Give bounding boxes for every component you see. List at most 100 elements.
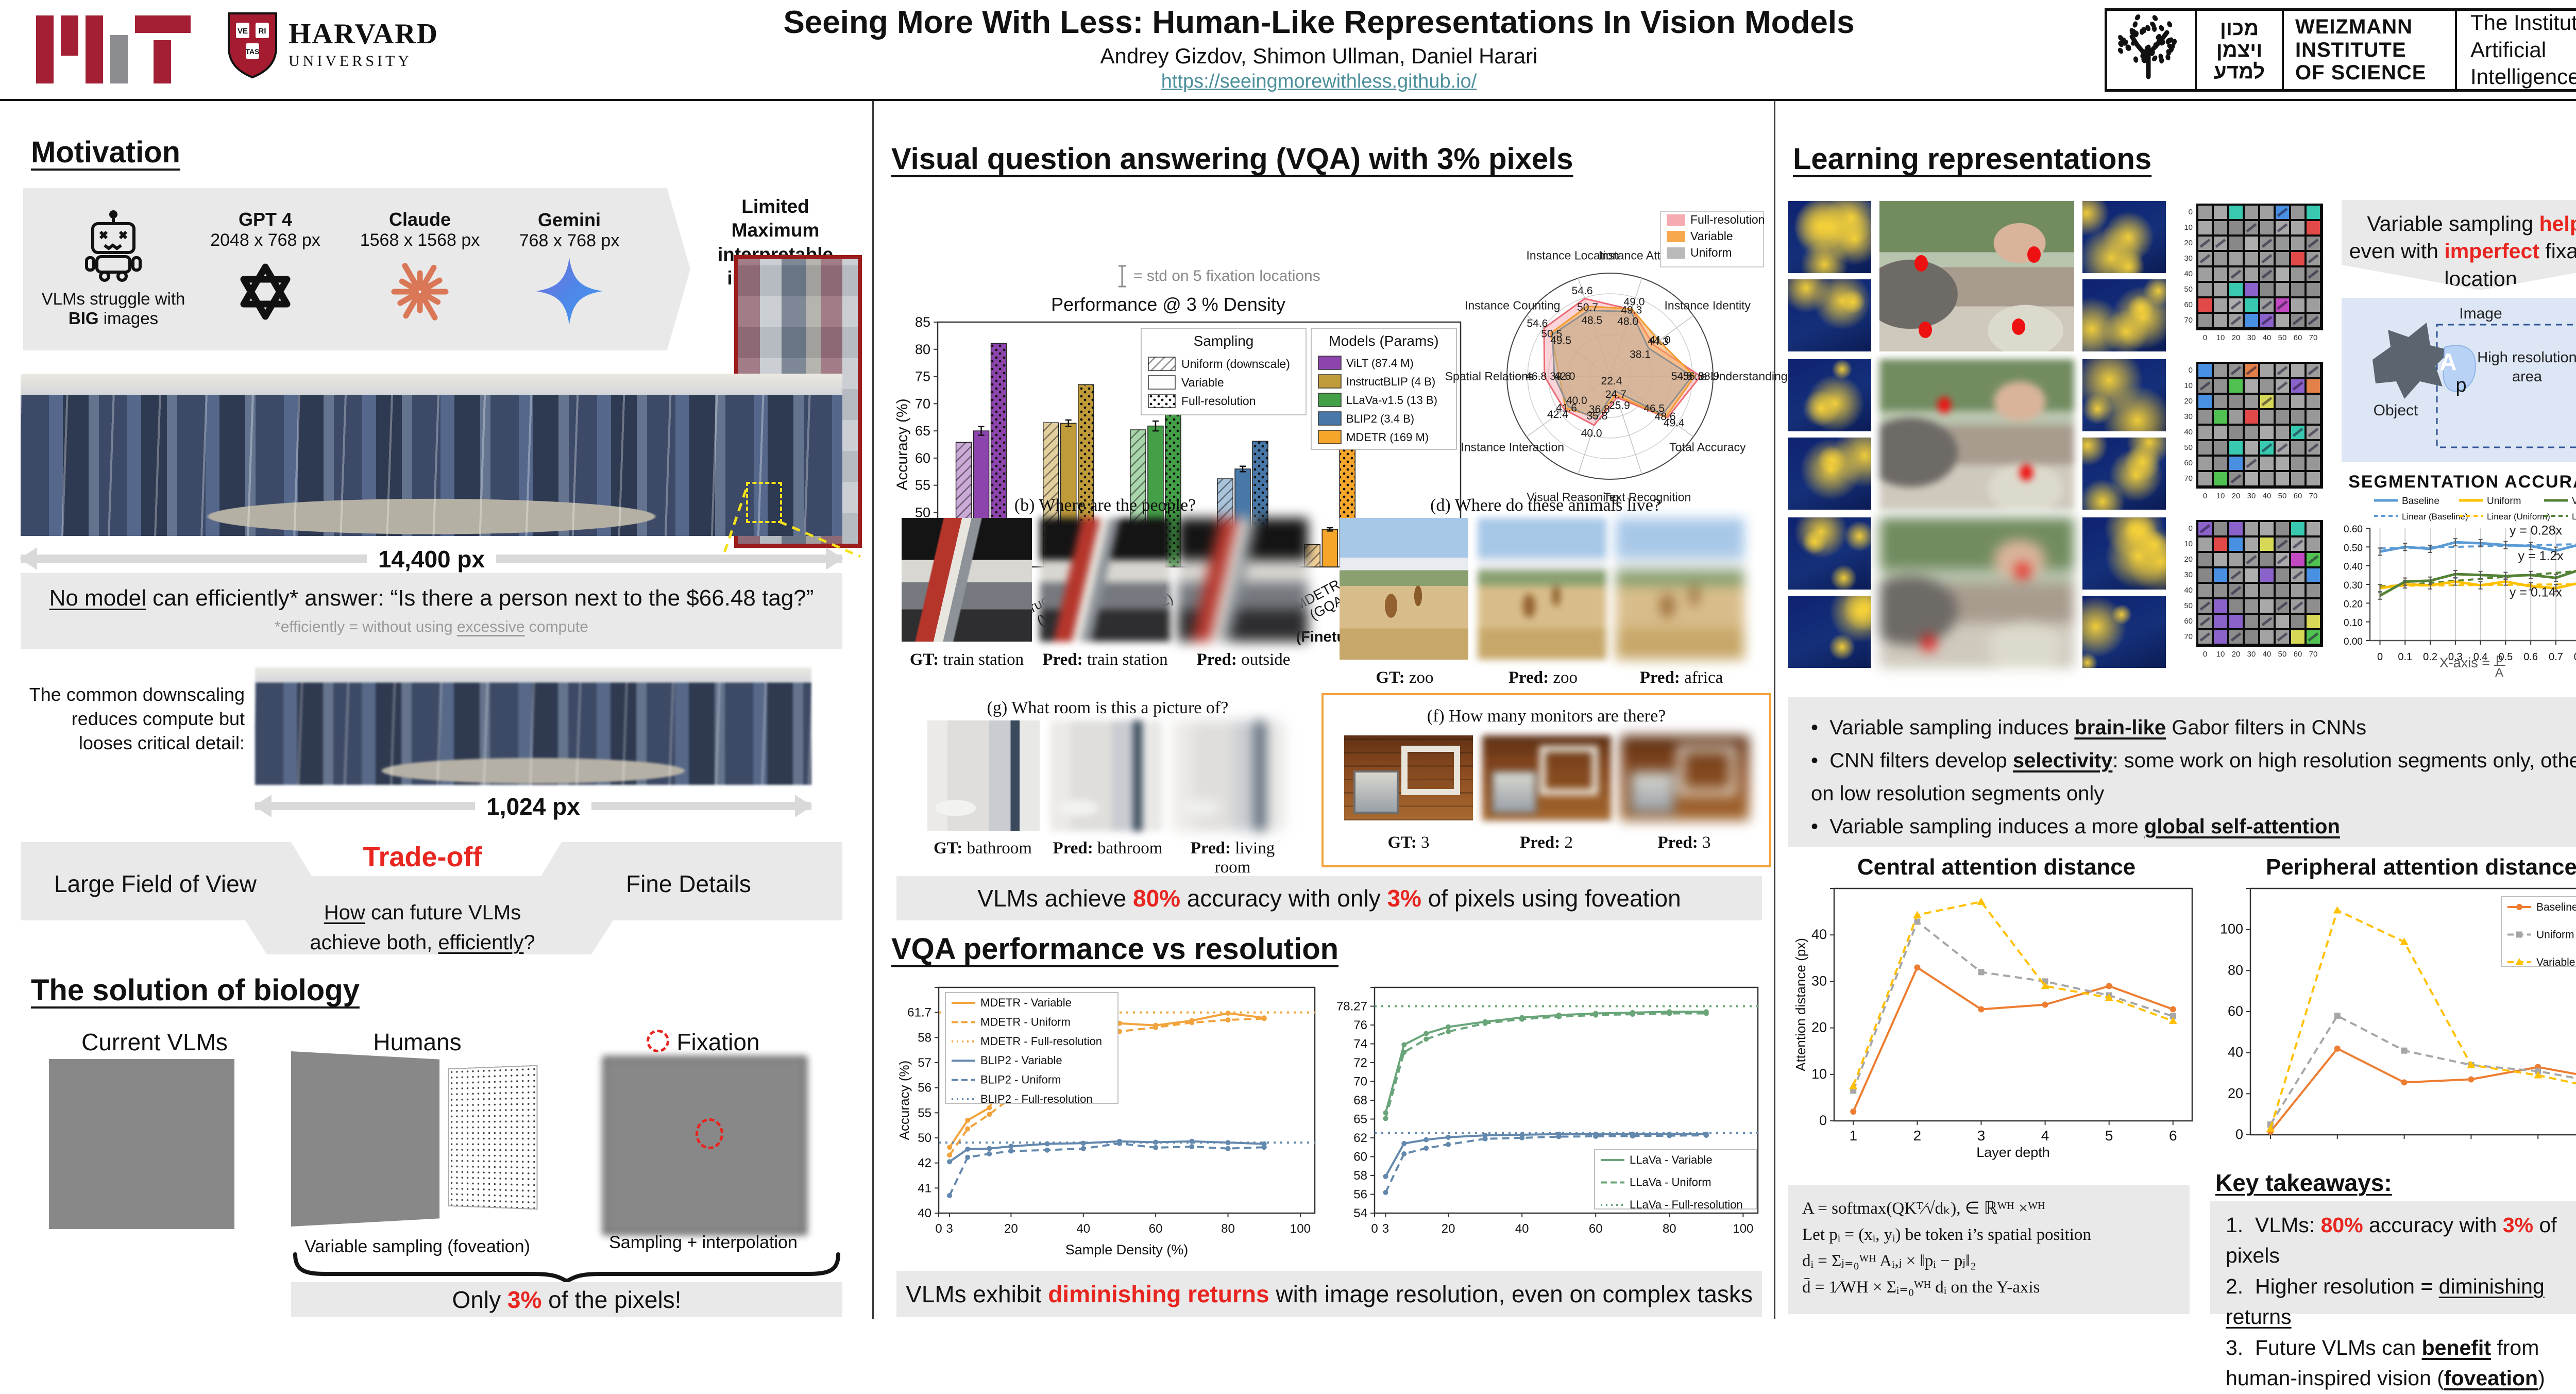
svg-text:InstructBLIP (4 B): InstructBLIP (4 B) (1346, 375, 1435, 388)
svg-text:55: 55 (915, 478, 930, 493)
model-name-gpt4: GPT 4 (238, 208, 293, 230)
cap-key: Pred: (1520, 833, 1561, 852)
svg-text:20: 20 (2184, 239, 2193, 247)
weizmann-inst-2: Artificial Intelligence (2470, 37, 2576, 89)
svg-text:40: 40 (2263, 333, 2272, 342)
poster-authors: Andrey Gizdov, Shimon Ullman, Daniel Har… (1100, 44, 1538, 68)
brace (293, 1252, 840, 1284)
label-fixation: Fixation (676, 1029, 760, 1055)
svg-text:Instance Location: Instance Location (1527, 248, 1619, 262)
svg-text:46.8: 46.8 (1526, 371, 1547, 382)
svg-text:42: 42 (918, 1156, 931, 1170)
zoom-connector-lines (720, 489, 861, 562)
svg-text:22.4: 22.4 (1601, 375, 1622, 387)
svg-text:0.4: 0.4 (2473, 651, 2488, 663)
svg-text:20: 20 (2232, 492, 2241, 500)
takeaway-2: 2. Higher resolution = diminishing retur… (2226, 1274, 2545, 1329)
svg-text:X-axis =: X-axis = (2439, 655, 2490, 670)
math-line-3: dᵢ = Σⱼ₌₀ᵂᴴ Aᵢ,ⱼ × ‖pᵢ − pⱼ‖₂ (1802, 1252, 1976, 1271)
learning-heading: Learning representations (1793, 142, 2152, 176)
svg-text:56: 56 (918, 1081, 931, 1095)
svg-text:0: 0 (935, 1222, 942, 1236)
svg-text:MDETR - Full-resolution: MDETR - Full-resolution (980, 1035, 1102, 1048)
svg-text:0.5: 0.5 (2498, 651, 2513, 663)
svg-text:A: A (2439, 348, 2456, 375)
example-g-title: (g) What room is this a picture of? (987, 698, 1229, 717)
svg-text:Attention distance (px): Attention distance (px) (1793, 938, 1808, 1071)
peripheral-attention-chart: 0 20 40 60 80 100 Baseline Uniform Variable (2215, 882, 2576, 1163)
svg-text:39.6: 39.6 (1550, 371, 1571, 382)
vqa-radar-chart: Instance Location Instance Attributes Inst… (1445, 201, 1788, 536)
struggle-text-1: VLMs struggle with (41, 289, 185, 308)
q-foot-1: *efficiently = without using (275, 618, 457, 635)
caption-sampling-interp: Sampling + interpolation (609, 1233, 798, 1252)
banner1-r2: 3% (1387, 885, 1421, 912)
svg-text:10: 10 (2216, 650, 2225, 659)
downscaled-width-label: 1,024 px (486, 793, 580, 820)
svg-text:80: 80 (1221, 1222, 1235, 1236)
banner1-r1: 80% (1132, 885, 1181, 912)
svg-text:60: 60 (2184, 300, 2193, 309)
svg-text:BLIP2 - Uniform: BLIP2 - Uniform (980, 1073, 1061, 1086)
svg-text:MDETR - Variable: MDETR - Variable (980, 996, 1072, 1009)
tradeoff-q-eff: efficiently (438, 931, 524, 954)
svg-text:58: 58 (918, 1031, 931, 1045)
svg-text:20: 20 (2228, 1085, 2243, 1101)
svg-text:70: 70 (2184, 316, 2193, 325)
mit-logo (36, 15, 191, 83)
svg-text:40.0: 40.0 (1566, 395, 1587, 407)
weizmann-hebrew-3: למדע (2213, 60, 2265, 83)
svg-text:38.1: 38.1 (1630, 348, 1651, 360)
svg-text:36.8: 36.8 (1589, 404, 1610, 415)
example-g-image-pred1 (1050, 720, 1162, 831)
seg-heading: SEGMENTATION ACCURACY (2348, 472, 2576, 492)
svg-text:0: 0 (2203, 650, 2207, 659)
svg-text:BLIP2 - Full-resolution: BLIP2 - Full-resolution (980, 1093, 1093, 1105)
svg-text:65: 65 (915, 423, 930, 439)
helps-r1: helps (2539, 212, 2576, 236)
q-foot-2: compute (524, 618, 588, 635)
cap-key: Pred: (1639, 668, 1680, 687)
svg-text:30: 30 (2247, 492, 2256, 500)
svg-text:Full-resolution: Full-resolution (1690, 213, 1765, 226)
claude-icon (391, 262, 449, 321)
downscaled-image (255, 667, 811, 785)
svg-text:30: 30 (2184, 254, 2193, 263)
svg-text:3: 3 (1977, 1128, 1986, 1144)
vqa-res-right-chart: 54 56 58 60 62 65 68 70 72 74 76 78.27 0 3 20 40 60 80 100… (1334, 977, 1767, 1261)
svg-text:10: 10 (2216, 333, 2225, 342)
only-2: of the pixels! (541, 1286, 682, 1313)
svg-text:Models (Params): Models (Params) (1329, 333, 1438, 349)
svg-text:58: 58 (1353, 1169, 1367, 1183)
cap-key: GT: (909, 650, 939, 669)
svg-text:50: 50 (2184, 443, 2193, 452)
svg-text:ViLT (87.4 M): ViLT (87.4 M) (1346, 357, 1414, 370)
svg-text:30: 30 (2247, 650, 2256, 659)
svg-text:Baseline: Baseline (2536, 901, 2576, 913)
svg-text:41: 41 (918, 1181, 931, 1195)
svg-text:2: 2 (1913, 1128, 1922, 1144)
weizmann-hebrew-1: מכון (2219, 17, 2259, 40)
label-current-vlms: Current VLMs (81, 1029, 228, 1055)
svg-text:76: 76 (1353, 1018, 1367, 1032)
svg-text:40: 40 (2184, 586, 2193, 595)
svg-text:41.0: 41.0 (1650, 334, 1671, 346)
poster-url-link[interactable]: https://seeingmorewithless.github.io/ (1161, 71, 1477, 92)
cap-val: 2 (1564, 833, 1573, 852)
cap-val: living room (1214, 839, 1275, 877)
svg-text:54.6: 54.6 (1527, 317, 1548, 329)
svg-text:MDETR - Uniform: MDETR - Uniform (980, 1015, 1071, 1028)
label-humans: Humans (373, 1029, 462, 1055)
svg-text:40: 40 (2263, 492, 2272, 500)
weizmann-name-2: INSTITUTE (2295, 38, 2406, 61)
example-f-image-gt (1344, 735, 1473, 820)
svg-text:Uniform: Uniform (1690, 246, 1732, 259)
svg-text:49.0: 49.0 (1624, 296, 1645, 308)
cap-val: train station (943, 650, 1024, 669)
svg-text:0: 0 (1819, 1113, 1827, 1128)
svg-text:30: 30 (2184, 570, 2193, 579)
example-g-image-pred2 (1173, 720, 1285, 831)
takeaways-box: 1. VLMs: 80% accuracy with 3% of pixels … (2210, 1201, 2576, 1390)
filter-grid-1: 0 0 10 10 20 20 30 30 40 40 50 50 60 60 70 70 (2173, 201, 2325, 356)
svg-text:0: 0 (2203, 333, 2207, 342)
